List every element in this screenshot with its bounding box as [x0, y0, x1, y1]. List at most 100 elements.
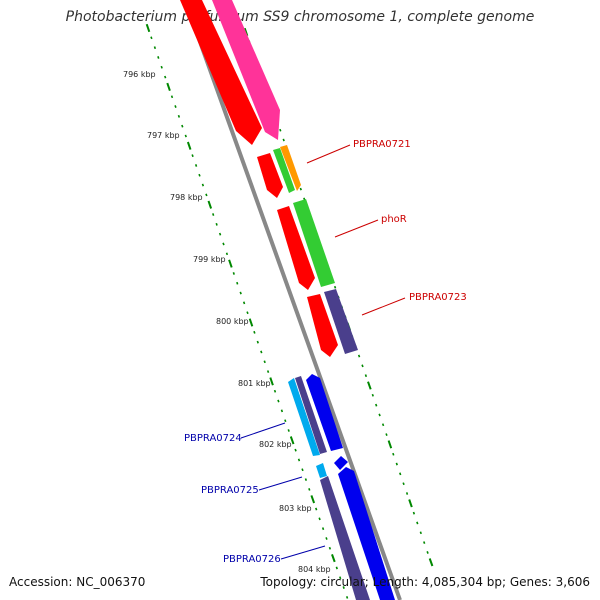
scale-tick-label: 799 kbp [193, 255, 226, 264]
track-dot [426, 551, 429, 554]
track-dot [207, 200, 213, 209]
track-dot [328, 546, 332, 550]
track-dot [318, 517, 321, 521]
track-dot [282, 138, 285, 142]
track-dot [325, 537, 328, 540]
track-dot [375, 403, 378, 407]
gene-label[interactable]: PBPRA0721 [353, 139, 411, 150]
track-dot [310, 495, 316, 504]
gene-arrow-red-4[interactable] [307, 294, 338, 357]
map-title: Photobacterium profundum SS9 chromosome … [65, 9, 535, 25]
scale-tick-label: 804 kbp [298, 565, 331, 574]
track-dot [242, 301, 246, 305]
track-dot [157, 56, 160, 59]
track-dot [399, 472, 402, 476]
gene-label[interactable]: PBPRA0723 [409, 292, 467, 303]
track-dot [367, 381, 372, 390]
track-dot [361, 364, 364, 368]
track-dot [294, 448, 297, 452]
track-dot [215, 222, 218, 226]
track-dot [381, 423, 385, 427]
gene-arrow-green-phoR[interactable] [293, 199, 335, 287]
gene-arrow-red-1[interactable] [180, 0, 262, 145]
track-dot [279, 128, 282, 132]
track-dot [335, 566, 338, 570]
gene-arrow-red-3[interactable] [277, 206, 315, 290]
track-dot [186, 141, 192, 150]
track-dot [266, 370, 270, 373]
label-leader-line [334, 219, 379, 238]
label-leader-line [280, 545, 326, 560]
track-dot [280, 409, 284, 413]
scale-tick-label: 800 kbp [216, 317, 249, 326]
track-dot [345, 596, 349, 599]
track-dot [201, 183, 205, 187]
gene-arrow-purple-1[interactable] [324, 289, 358, 354]
gene-label[interactable]: PBPRA0724 [184, 433, 242, 444]
track-dot [364, 374, 368, 378]
gene-label[interactable]: PBPRA0725 [201, 485, 259, 496]
gene-arrow-orange[interactable] [280, 145, 301, 191]
track-dot [287, 429, 290, 432]
gene-arrow-blue-2[interactable] [334, 456, 348, 470]
track-dot [402, 482, 405, 486]
track-dot [253, 330, 256, 334]
track-dot [222, 242, 225, 246]
gene-label[interactable]: PBPRA0726 [223, 554, 281, 565]
scale-tick-label: 796 kbp [123, 70, 156, 79]
track-dot [277, 399, 280, 403]
track-dot [236, 281, 239, 285]
track-dot [385, 433, 388, 436]
track-dot [412, 511, 416, 515]
track-dot [225, 252, 229, 256]
track-dot [166, 82, 171, 92]
scale-tick-label: 801 kbp [238, 379, 271, 388]
track-dot [304, 478, 308, 481]
gene-arrow-pink[interactable] [212, 0, 280, 140]
track-dot [184, 134, 187, 138]
track-dot [248, 318, 254, 327]
track-dot [405, 492, 409, 495]
track-dot [145, 23, 151, 33]
track-dot [194, 164, 198, 167]
gene-label[interactable]: phoR [381, 214, 407, 225]
label-leader-line [306, 144, 351, 164]
track-dot [164, 75, 167, 79]
track-dot [212, 213, 215, 216]
track-dot [239, 291, 242, 295]
gene-arrow-green-small[interactable] [273, 148, 295, 193]
track-dot [153, 46, 157, 50]
gene-arrow-cyan-1[interactable] [288, 378, 320, 456]
track-dot [321, 527, 325, 531]
gene-arrow-purple-3[interactable] [320, 476, 370, 600]
track-dot [256, 340, 259, 344]
gene-arrow-blue-3[interactable] [338, 467, 395, 600]
track-dot [357, 354, 361, 358]
track-dot [378, 413, 381, 417]
topology-text: Topology: circular; Length: 4,085,304 bp… [260, 575, 590, 589]
gene-arrow-blue-1[interactable] [306, 374, 343, 451]
track-dot [392, 452, 395, 456]
track-dot [170, 95, 174, 99]
track-dot [416, 521, 419, 525]
label-leader-line [240, 422, 286, 439]
track-dot [160, 65, 163, 69]
scale-tick-label: 802 kbp [259, 440, 292, 449]
track-dot [284, 419, 287, 423]
gene-arrow-red-2[interactable] [257, 153, 283, 198]
gene-arrow-purple-2[interactable] [295, 376, 327, 454]
gene-arrow-cyan-2[interactable] [316, 463, 327, 478]
scale-tick-label: 803 kbp [279, 504, 312, 513]
track-dot [273, 389, 277, 393]
track-dot [205, 193, 208, 197]
track-dot [308, 488, 311, 491]
track-dot [218, 232, 222, 236]
track-dot [228, 259, 233, 268]
track-dot [299, 187, 302, 191]
track-dot [342, 586, 345, 589]
track-dot [331, 554, 336, 563]
track-dot [301, 468, 304, 472]
track-dot [387, 440, 393, 449]
